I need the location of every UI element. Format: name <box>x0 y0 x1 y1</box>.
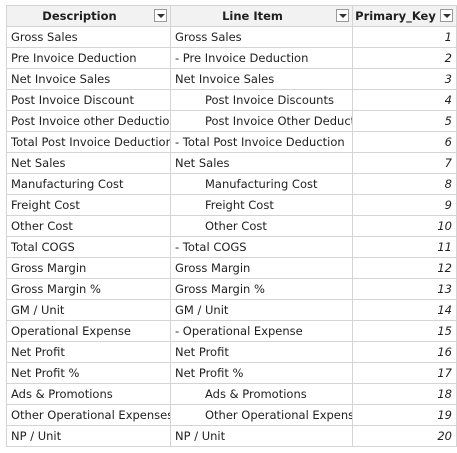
cell-line-item[interactable]: Gross Margin <box>171 258 353 279</box>
cell-line-item[interactable]: - Operational Expense <box>171 321 353 342</box>
filter-dropdown-icon[interactable] <box>154 9 167 22</box>
cell-description[interactable]: Pre Invoice Deduction <box>7 48 171 69</box>
cell-line-item[interactable]: Post Invoice Discounts <box>171 90 353 111</box>
column-header-label: Primary_Key <box>355 9 436 23</box>
cell-primary-key[interactable]: 1 <box>353 27 457 48</box>
cell-description[interactable]: Total Post Invoice Deduction <box>7 132 171 153</box>
cell-primary-key[interactable]: 17 <box>353 363 457 384</box>
table-row[interactable]: Net Profit % Net Profit % 17 <box>7 363 457 384</box>
data-table: Description Line Item Primary_Key Gross … <box>6 5 457 447</box>
cell-line-item[interactable]: Other Operational Expense <box>171 405 353 426</box>
table-row[interactable]: Net Invoice Sales Net Invoice Sales 3 <box>7 69 457 90</box>
cell-primary-key[interactable]: 13 <box>353 279 457 300</box>
cell-line-item[interactable]: Other Cost <box>171 216 353 237</box>
cell-line-item[interactable]: GM / Unit <box>171 300 353 321</box>
table-row[interactable]: Other Cost Other Cost 10 <box>7 216 457 237</box>
cell-description[interactable]: Freight Cost <box>7 195 171 216</box>
cell-description[interactable]: GM / Unit <box>7 300 171 321</box>
table-row[interactable]: Total Post Invoice Deduction - Total Post… <box>7 132 457 153</box>
cell-line-item[interactable]: Ads & Promotions <box>171 384 353 405</box>
table-row[interactable]: Freight Cost Freight Cost 9 <box>7 195 457 216</box>
cell-primary-key[interactable]: 8 <box>353 174 457 195</box>
header-row: Description Line Item Primary_Key <box>7 6 457 27</box>
cell-line-item[interactable]: Net Profit <box>171 342 353 363</box>
cell-line-item[interactable]: - Total Post Invoice Deduction <box>171 132 353 153</box>
column-header-label: Line Item <box>222 9 283 23</box>
column-header-primary-key[interactable]: Primary_Key <box>353 6 457 27</box>
cell-primary-key[interactable]: 15 <box>353 321 457 342</box>
cell-description[interactable]: Net Profit % <box>7 363 171 384</box>
cell-primary-key[interactable]: 19 <box>353 405 457 426</box>
cell-primary-key[interactable]: 20 <box>353 426 457 447</box>
table-row[interactable]: Gross Margin Gross Margin 12 <box>7 258 457 279</box>
cell-line-item[interactable]: Net Sales <box>171 153 353 174</box>
filter-dropdown-icon[interactable] <box>336 9 349 22</box>
cell-primary-key[interactable]: 7 <box>353 153 457 174</box>
table-row[interactable]: Manufacturing Cost Manufacturing Cost 8 <box>7 174 457 195</box>
cell-line-item[interactable]: Gross Margin % <box>171 279 353 300</box>
cell-description[interactable]: Gross Sales <box>7 27 171 48</box>
cell-primary-key[interactable]: 16 <box>353 342 457 363</box>
cell-description[interactable]: Total COGS <box>7 237 171 258</box>
cell-primary-key[interactable]: 5 <box>353 111 457 132</box>
cell-line-item[interactable]: Gross Sales <box>171 27 353 48</box>
table-row[interactable]: Post Invoice Discount Post Invoice Discou… <box>7 90 457 111</box>
cell-primary-key[interactable]: 2 <box>353 48 457 69</box>
cell-description[interactable]: Net Invoice Sales <box>7 69 171 90</box>
cell-line-item[interactable]: - Total COGS <box>171 237 353 258</box>
cell-description[interactable]: Operational Expense <box>7 321 171 342</box>
cell-description[interactable]: Net Profit <box>7 342 171 363</box>
cell-line-item[interactable]: - Pre Invoice Deduction <box>171 48 353 69</box>
cell-description[interactable]: Other Operational Expenses <box>7 405 171 426</box>
table-body: Gross Sales Gross Sales 1 Pre Invoice Deduc… <box>7 27 457 447</box>
table-row[interactable]: Operational Expense - Operational Expense… <box>7 321 457 342</box>
cell-line-item[interactable]: Net Profit % <box>171 363 353 384</box>
cell-description[interactable]: Gross Margin % <box>7 279 171 300</box>
cell-line-item[interactable]: Post Invoice Other Deduction <box>171 111 353 132</box>
table-row[interactable]: NP / Unit NP / Unit 20 <box>7 426 457 447</box>
cell-line-item[interactable]: Freight Cost <box>171 195 353 216</box>
table-row[interactable]: Net Profit Net Profit 16 <box>7 342 457 363</box>
cell-primary-key[interactable]: 6 <box>353 132 457 153</box>
table-row[interactable]: Net Sales Net Sales 7 <box>7 153 457 174</box>
cell-description[interactable]: Post Invoice Discount <box>7 90 171 111</box>
cell-primary-key[interactable]: 9 <box>353 195 457 216</box>
cell-description[interactable]: NP / Unit <box>7 426 171 447</box>
table-row[interactable]: Other Operational Expenses Other Operatio… <box>7 405 457 426</box>
cell-primary-key[interactable]: 14 <box>353 300 457 321</box>
cell-primary-key[interactable]: 3 <box>353 69 457 90</box>
cell-description[interactable]: Net Sales <box>7 153 171 174</box>
table-row[interactable]: Gross Sales Gross Sales 1 <box>7 27 457 48</box>
filter-dropdown-icon[interactable] <box>440 9 453 22</box>
cell-description[interactable]: Manufacturing Cost <box>7 174 171 195</box>
cell-line-item[interactable]: NP / Unit <box>171 426 353 447</box>
cell-primary-key[interactable]: 11 <box>353 237 457 258</box>
column-header-label: Description <box>42 9 117 23</box>
cell-primary-key[interactable]: 10 <box>353 216 457 237</box>
cell-line-item[interactable]: Net Invoice Sales <box>171 69 353 90</box>
cell-line-item[interactable]: Manufacturing Cost <box>171 174 353 195</box>
table-row[interactable]: Post Invoice other Deduction Post Invoice… <box>7 111 457 132</box>
table-row[interactable]: Pre Invoice Deduction - Pre Invoice Deduc… <box>7 48 457 69</box>
column-header-description[interactable]: Description <box>7 6 171 27</box>
table-row[interactable]: GM / Unit GM / Unit 14 <box>7 300 457 321</box>
cell-primary-key[interactable]: 4 <box>353 90 457 111</box>
column-header-line-item[interactable]: Line Item <box>171 6 353 27</box>
cell-primary-key[interactable]: 12 <box>353 258 457 279</box>
cell-description[interactable]: Ads & Promotions <box>7 384 171 405</box>
table-row[interactable]: Total COGS - Total COGS 11 <box>7 237 457 258</box>
cell-primary-key[interactable]: 18 <box>353 384 457 405</box>
cell-description[interactable]: Post Invoice other Deduction <box>7 111 171 132</box>
table-row[interactable]: Ads & Promotions Ads & Promotions 18 <box>7 384 457 405</box>
cell-description[interactable]: Gross Margin <box>7 258 171 279</box>
cell-description[interactable]: Other Cost <box>7 216 171 237</box>
table-row[interactable]: Gross Margin % Gross Margin % 13 <box>7 279 457 300</box>
